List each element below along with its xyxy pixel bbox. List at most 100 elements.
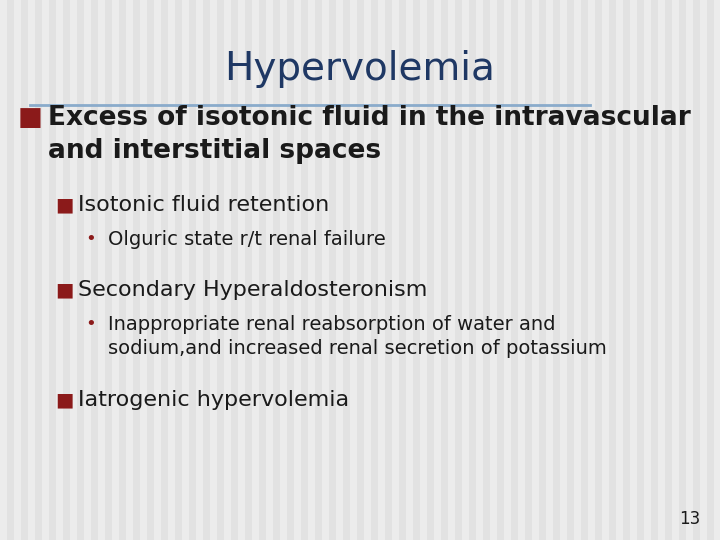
Bar xyxy=(224,0,231,540)
Bar xyxy=(105,0,112,540)
Bar xyxy=(490,0,497,540)
Bar xyxy=(77,0,84,540)
Bar xyxy=(476,0,483,540)
Bar xyxy=(252,0,259,540)
Bar xyxy=(161,0,168,540)
Bar xyxy=(441,0,448,540)
Bar xyxy=(553,0,560,540)
Bar xyxy=(644,0,651,540)
Text: ■: ■ xyxy=(55,195,73,214)
Bar xyxy=(0,0,7,540)
Bar xyxy=(91,0,98,540)
Bar xyxy=(63,0,70,540)
Bar xyxy=(518,0,525,540)
Bar xyxy=(567,0,574,540)
Bar xyxy=(497,0,504,540)
Bar xyxy=(217,0,224,540)
Bar xyxy=(462,0,469,540)
Bar xyxy=(616,0,623,540)
Bar xyxy=(350,0,357,540)
Bar xyxy=(28,0,35,540)
Bar xyxy=(98,0,105,540)
Bar xyxy=(427,0,434,540)
Bar xyxy=(210,0,217,540)
Bar xyxy=(21,0,28,540)
Bar xyxy=(189,0,196,540)
Bar xyxy=(56,0,63,540)
Bar xyxy=(686,0,693,540)
Bar xyxy=(126,0,133,540)
Text: ■: ■ xyxy=(55,390,73,409)
Bar xyxy=(308,0,315,540)
Bar xyxy=(133,0,140,540)
Bar xyxy=(49,0,56,540)
Bar xyxy=(665,0,672,540)
Bar xyxy=(602,0,609,540)
Bar xyxy=(315,0,322,540)
Bar xyxy=(154,0,161,540)
Bar xyxy=(560,0,567,540)
Bar xyxy=(574,0,581,540)
Bar xyxy=(364,0,371,540)
Bar xyxy=(455,0,462,540)
Bar xyxy=(392,0,399,540)
Bar xyxy=(259,0,266,540)
Text: Isotonic fluid retention: Isotonic fluid retention xyxy=(78,195,329,215)
Bar xyxy=(112,0,119,540)
Bar xyxy=(231,0,238,540)
Bar xyxy=(511,0,518,540)
Bar xyxy=(672,0,679,540)
Bar xyxy=(525,0,532,540)
Text: 13: 13 xyxy=(679,510,700,528)
Text: ■: ■ xyxy=(18,105,43,131)
Bar xyxy=(35,0,42,540)
Bar xyxy=(581,0,588,540)
Bar xyxy=(84,0,91,540)
Bar xyxy=(609,0,616,540)
Bar xyxy=(140,0,147,540)
Bar xyxy=(266,0,273,540)
Bar xyxy=(280,0,287,540)
Bar xyxy=(504,0,511,540)
Bar xyxy=(168,0,175,540)
Bar xyxy=(196,0,203,540)
Bar xyxy=(707,0,714,540)
Bar xyxy=(434,0,441,540)
Text: Olguric state r/t renal failure: Olguric state r/t renal failure xyxy=(108,230,386,249)
Text: Secondary Hyperaldosteronism: Secondary Hyperaldosteronism xyxy=(78,280,428,300)
Bar xyxy=(413,0,420,540)
Bar xyxy=(588,0,595,540)
Bar xyxy=(700,0,707,540)
Bar xyxy=(399,0,406,540)
Bar xyxy=(273,0,280,540)
Bar xyxy=(336,0,343,540)
Bar xyxy=(378,0,385,540)
Bar xyxy=(175,0,182,540)
Bar xyxy=(532,0,539,540)
Bar xyxy=(483,0,490,540)
Bar xyxy=(301,0,308,540)
Bar xyxy=(357,0,364,540)
Bar xyxy=(637,0,644,540)
Bar xyxy=(329,0,336,540)
Bar xyxy=(119,0,126,540)
Bar xyxy=(245,0,252,540)
Bar xyxy=(448,0,455,540)
Text: •: • xyxy=(85,315,96,333)
Bar xyxy=(420,0,427,540)
Bar xyxy=(371,0,378,540)
Bar xyxy=(70,0,77,540)
Bar xyxy=(287,0,294,540)
Text: Hypervolemia: Hypervolemia xyxy=(225,50,495,88)
Text: Excess of isotonic fluid in the intravascular
and interstitial spaces: Excess of isotonic fluid in the intravas… xyxy=(48,105,690,164)
Bar xyxy=(714,0,720,540)
Bar xyxy=(14,0,21,540)
Bar xyxy=(294,0,301,540)
Bar xyxy=(182,0,189,540)
Bar xyxy=(203,0,210,540)
Bar xyxy=(385,0,392,540)
Text: •: • xyxy=(85,230,96,248)
Text: Inappropriate renal reabsorption of water and
sodium,and increased renal secreti: Inappropriate renal reabsorption of wate… xyxy=(108,315,607,358)
Bar xyxy=(42,0,49,540)
Bar xyxy=(651,0,658,540)
